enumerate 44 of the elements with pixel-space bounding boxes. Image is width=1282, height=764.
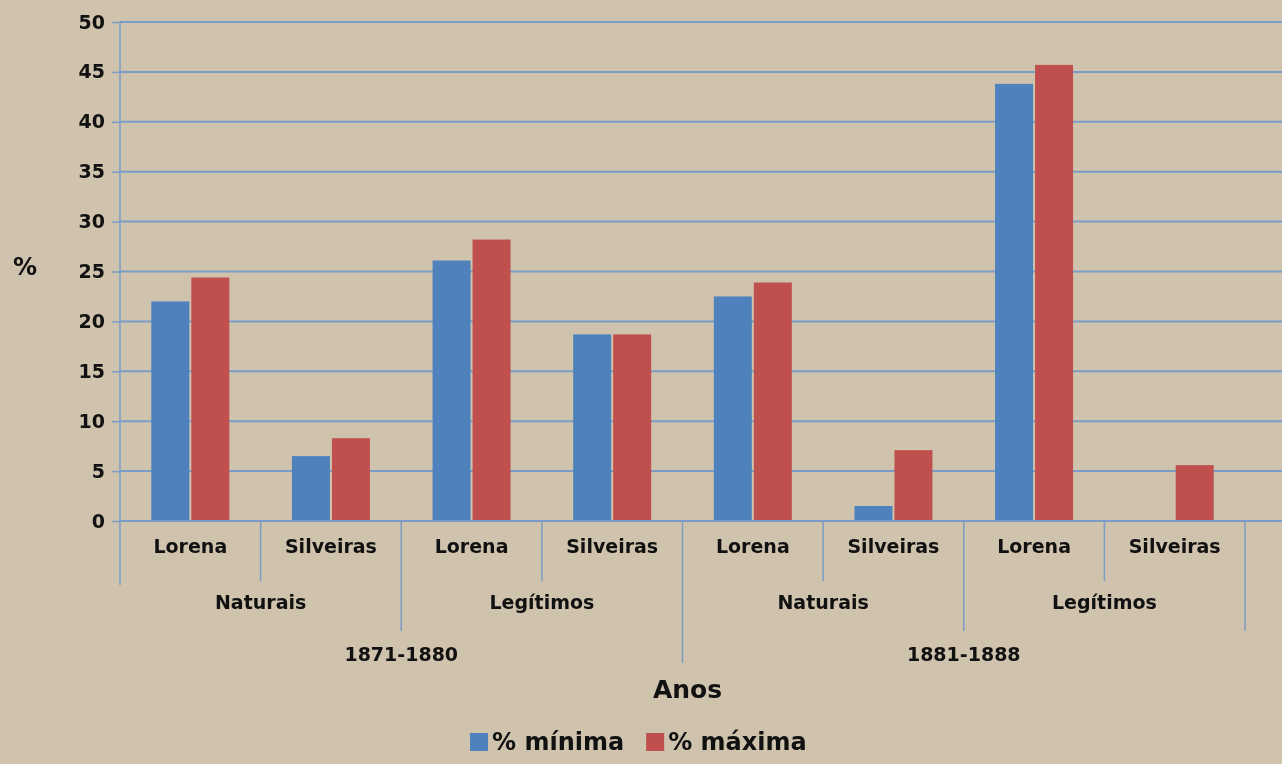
x-tick-label: Silveiras	[284, 534, 377, 557]
bar	[573, 334, 612, 521]
bar	[854, 506, 893, 521]
x-axis-title: Anos	[652, 675, 723, 704]
bar	[331, 438, 370, 521]
x-tick-label: Lorena	[153, 534, 228, 557]
text: Naturais	[214, 591, 307, 613]
x-tick-label: Lorena	[715, 534, 790, 557]
bar	[291, 456, 330, 521]
bar	[613, 334, 652, 521]
text: 1881-1888	[906, 643, 1021, 665]
text: Legítimos	[1051, 591, 1157, 613]
text: Naturais	[777, 591, 869, 613]
bar	[995, 83, 1034, 521]
legend-label: % mínima	[492, 728, 625, 756]
y-tick-label: 15	[78, 359, 105, 382]
x-tick-label: Silveiras	[1128, 534, 1221, 557]
bar	[432, 260, 471, 521]
x-tick-label: Lorena	[997, 534, 1071, 557]
bar	[894, 450, 933, 521]
x-tick-label: Silveiras	[566, 534, 659, 557]
bar	[151, 301, 190, 521]
bar	[191, 277, 230, 521]
y-tick-label: 30	[78, 210, 105, 233]
bar	[753, 282, 792, 521]
y-tick-label: 0	[91, 509, 105, 532]
y-tick-label: 20	[78, 309, 105, 332]
y-tick-label: 25	[78, 260, 105, 283]
y-tick-label: 35	[78, 160, 105, 183]
y-tick-label: 40	[78, 110, 105, 133]
bar	[713, 296, 752, 521]
y-axis-title: %	[12, 253, 38, 281]
y-tick-label: 50	[78, 10, 105, 33]
x-tick-label: Lorena	[434, 534, 509, 557]
bar	[1035, 64, 1074, 521]
x-tick-label: Silveiras	[847, 534, 940, 557]
y-tick-label: 5	[91, 459, 105, 482]
text: Legítimos	[489, 591, 595, 613]
legend-label: % máxima	[668, 728, 807, 756]
bar	[472, 239, 511, 521]
text: 1871-1880	[344, 643, 459, 665]
bar	[1175, 465, 1214, 521]
y-tick-label: 10	[78, 409, 105, 432]
y-tick-label: 45	[78, 60, 105, 83]
